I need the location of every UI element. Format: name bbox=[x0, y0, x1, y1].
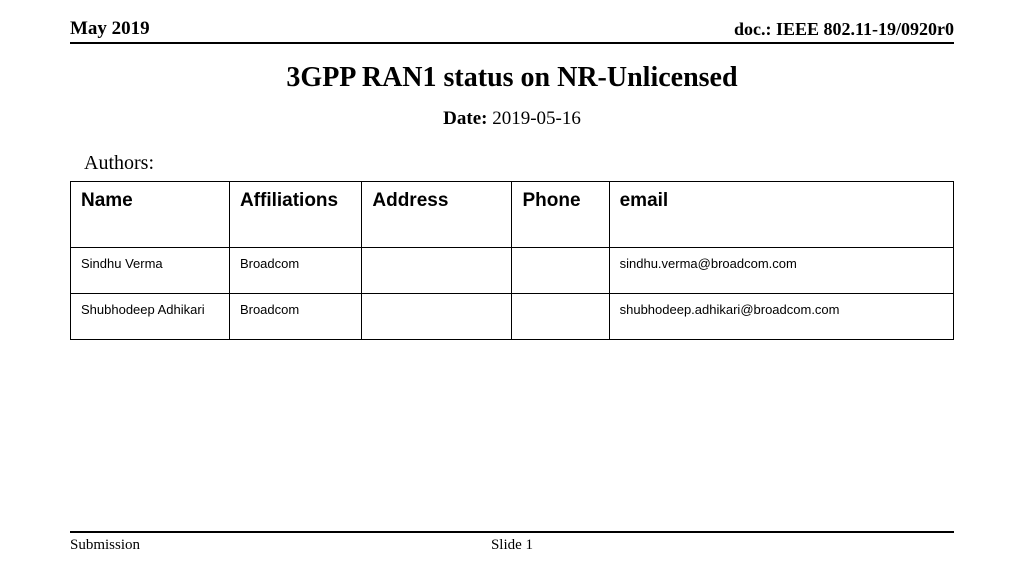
col-header-name: Name bbox=[71, 182, 230, 248]
authors-table: Name Affiliations Address Phone email Si… bbox=[70, 181, 954, 340]
authors-label: Authors: bbox=[84, 152, 954, 175]
table-header-row: Name Affiliations Address Phone email bbox=[71, 182, 954, 248]
cell-phone bbox=[512, 248, 609, 294]
footer-center: Slide 1 bbox=[365, 537, 660, 554]
cell-email: sindhu.verma@broadcom.com bbox=[609, 248, 953, 294]
header-doc-number: doc.: IEEE 802.11-19/0920r0 bbox=[734, 19, 954, 40]
cell-phone bbox=[512, 294, 609, 340]
date-label: Date: bbox=[443, 108, 487, 129]
col-header-phone: Phone bbox=[512, 182, 609, 248]
header: May 2019 doc.: IEEE 802.11-19/0920r0 bbox=[70, 18, 954, 44]
cell-address bbox=[362, 248, 512, 294]
col-header-affil: Affiliations bbox=[229, 182, 361, 248]
cell-name: Sindhu Verma bbox=[71, 248, 230, 294]
date-value: 2019-05-16 bbox=[487, 108, 580, 129]
cell-name: Shubhodeep Adhikari bbox=[71, 294, 230, 340]
cell-email: shubhodeep.adhikari@broadcom.com bbox=[609, 294, 953, 340]
footer-right bbox=[659, 537, 954, 554]
cell-address bbox=[362, 294, 512, 340]
col-header-address: Address bbox=[362, 182, 512, 248]
cell-affil: Broadcom bbox=[229, 248, 361, 294]
table-row: Sindhu Verma Broadcom sindhu.verma@broad… bbox=[71, 248, 954, 294]
footer-left: Submission bbox=[70, 537, 365, 554]
table-row: Shubhodeep Adhikari Broadcom shubhodeep.… bbox=[71, 294, 954, 340]
date-line: Date: 2019-05-16 bbox=[70, 108, 954, 130]
page-title: 3GPP RAN1 status on NR-Unlicensed bbox=[70, 62, 954, 94]
cell-affil: Broadcom bbox=[229, 294, 361, 340]
footer: Submission Slide 1 bbox=[70, 531, 954, 554]
col-header-email: email bbox=[609, 182, 953, 248]
header-date: May 2019 bbox=[70, 18, 150, 40]
